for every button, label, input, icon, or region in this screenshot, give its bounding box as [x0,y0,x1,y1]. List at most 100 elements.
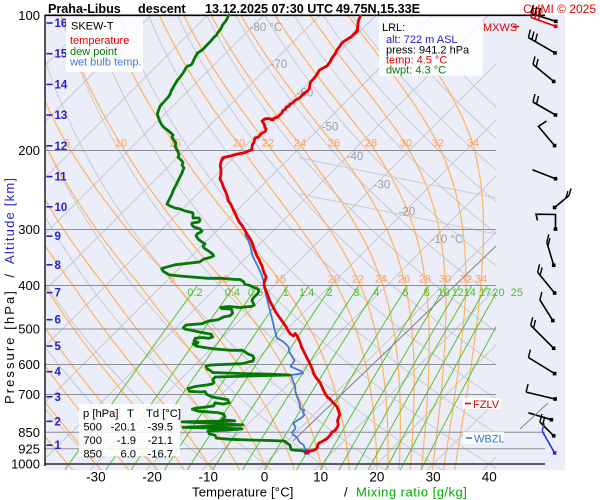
svg-text:temp: 4.5 °C: temp: 4.5 °C [386,55,447,67]
svg-text:3: 3 [354,287,360,299]
svg-text:12: 12 [452,287,464,299]
svg-text:p [hPa]: p [hPa] [83,408,118,420]
svg-text:CHMI © 2025: CHMI © 2025 [523,2,596,16]
svg-text:400: 400 [18,278,40,293]
svg-text:T: T [127,408,134,420]
svg-text:-10 °C: -10 °C [431,234,464,246]
svg-text:6: 6 [55,315,61,327]
svg-text:17: 17 [479,287,491,299]
svg-text:Altitude [km]: Altitude [km] [2,178,17,264]
svg-text:alt: 722 m ASL: alt: 722 m ASL [386,34,458,46]
svg-text:4: 4 [55,367,62,379]
svg-text:700: 700 [83,435,102,447]
svg-text:20: 20 [369,470,384,485]
svg-text:700: 700 [18,387,40,402]
svg-text:300: 300 [18,222,40,237]
svg-text:LRL:: LRL: [382,22,405,34]
svg-text:1: 1 [283,287,289,299]
svg-text:850: 850 [83,449,102,461]
svg-text:32: 32 [460,274,472,286]
svg-text:-20: -20 [142,470,162,485]
svg-text:-40: -40 [347,151,364,163]
svg-text:Td [°C]: Td [°C] [146,408,181,420]
svg-text:-10: -10 [199,470,219,485]
svg-text:Temperature [°C]: Temperature [°C] [192,485,294,500]
svg-text:5: 5 [55,341,62,353]
svg-text:1000: 1000 [11,457,40,472]
svg-text:dwpt: 4.3 °C: dwpt: 4.3 °C [386,65,446,77]
svg-text:8: 8 [55,260,62,272]
svg-text:24: 24 [375,274,387,286]
svg-text:100: 100 [18,8,40,23]
svg-text:-80 °C: -80 °C [250,22,283,34]
svg-text:32: 32 [432,138,444,150]
svg-text:WBZL: WBZL [474,434,505,446]
svg-text:20: 20 [328,274,340,286]
svg-text:1: 1 [55,440,62,452]
svg-text:850: 850 [18,425,40,440]
svg-text:34: 34 [475,274,487,286]
svg-text:6.0: 6.0 [120,449,136,461]
svg-text:10: 10 [55,202,68,214]
svg-text:FZLV: FZLV [473,399,500,411]
svg-text:temperature: temperature [70,35,129,47]
svg-text:600: 600 [18,357,40,372]
svg-text:-20.1: -20.1 [111,422,137,434]
svg-text:MXWS: MXWS [483,22,517,34]
svg-text:2: 2 [55,416,61,428]
svg-text:2: 2 [326,287,332,299]
svg-text:34: 34 [467,138,479,150]
svg-text:5: 5 [64,138,70,150]
svg-text:3: 3 [55,392,61,404]
svg-text:9: 9 [55,231,61,243]
svg-text:-1.9: -1.9 [117,435,136,447]
svg-text:13.12.2025 07:30 UTC: 13.12.2025 07:30 UTC [205,2,333,16]
svg-text:10: 10 [313,470,328,485]
svg-text:28: 28 [419,274,431,286]
svg-text:0: 0 [261,470,269,485]
svg-text:-70: -70 [271,59,288,71]
svg-text:200: 200 [18,143,40,158]
svg-text:15: 15 [274,274,286,286]
svg-text:-21.1: -21.1 [148,435,174,447]
svg-text:24: 24 [294,138,306,150]
svg-text:-16.7: -16.7 [148,449,174,461]
svg-text:0.2: 0.2 [187,287,202,299]
svg-text:6: 6 [402,287,408,299]
svg-text:30: 30 [400,138,412,150]
svg-text:/: / [344,485,348,500]
svg-text:Praha-Libus: Praha-Libus [48,2,121,16]
svg-text:16: 16 [55,18,68,30]
svg-text:5: 5 [169,274,175,286]
svg-text:20: 20 [233,138,245,150]
svg-text:-30: -30 [374,180,391,192]
svg-text:10: 10 [115,138,127,150]
svg-text:40: 40 [482,470,497,485]
svg-text:Pressure [hPa] /: Pressure [hPa] / [2,274,17,404]
svg-text:28: 28 [365,138,377,150]
svg-text:-30: -30 [86,470,106,485]
svg-text:-50: -50 [322,122,339,134]
svg-text:15: 15 [55,49,68,61]
svg-text:14: 14 [55,79,68,91]
svg-text:11: 11 [55,172,68,184]
svg-text:30: 30 [426,470,441,485]
svg-text:49.75N,15.33E: 49.75N,15.33E [336,2,420,16]
svg-text:7: 7 [55,288,61,300]
svg-text:14: 14 [464,287,476,299]
svg-text:26: 26 [398,274,410,286]
svg-text:Mixing ratio [g/kg]: Mixing ratio [g/kg] [356,485,467,500]
svg-text:10: 10 [437,287,449,299]
svg-text:22: 22 [352,274,364,286]
svg-text:dew point: dew point [70,46,117,58]
svg-text:wet bulb temp.: wet bulb temp. [69,57,142,69]
svg-text:500: 500 [83,422,102,434]
svg-text:25: 25 [511,287,523,299]
svg-text:1.4: 1.4 [299,287,314,299]
svg-text:4: 4 [373,287,379,299]
svg-text:26: 26 [328,138,340,150]
svg-text:8: 8 [424,287,430,299]
svg-text:0.4: 0.4 [225,287,240,299]
svg-text:925: 925 [18,441,40,456]
svg-text:descent: descent [138,2,186,16]
